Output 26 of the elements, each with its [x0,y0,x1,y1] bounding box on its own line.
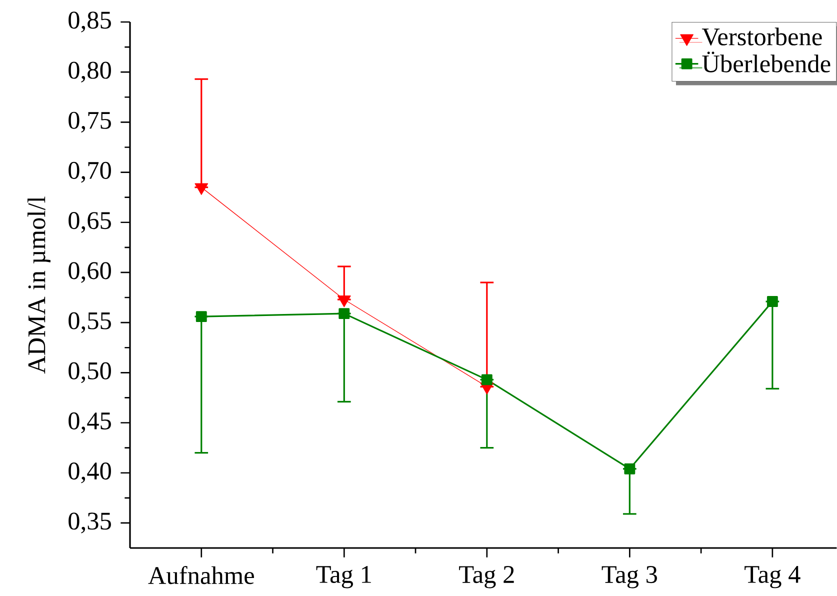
y-tick-label: 0,35 [68,512,111,534]
x-tick-label: Aufnahme [148,566,254,584]
y-tick-label: 0,65 [68,212,111,233]
point [196,311,207,322]
point [338,308,350,320]
y-tick-label: 0,55 [68,312,111,333]
legend-label: Verstorbene [702,28,822,46]
point [624,463,636,474]
point [766,296,778,307]
y-tick-label: 0,45 [68,412,111,434]
y-tick-label: 0,70 [68,162,111,183]
y-tick-label: 0,50 [68,362,111,384]
legend-label: Überlebende [702,52,830,72]
y-tick-label: 0,85 [68,12,111,32]
x-tick-label: Tag 1 [316,566,371,588]
x-tick-label: Tag 2 [459,566,514,588]
y-tick-label: 0,80 [68,62,111,82]
y-tick-label: 0,60 [68,262,111,283]
point [194,183,208,195]
point [337,296,351,308]
y-tick-label: 0,75 [68,112,111,133]
point [481,374,492,386]
y-tick-label: 0,40 [68,462,111,484]
y-axis-title: ADMA in µmol/l [28,196,50,374]
x-tick-label: Tag 3 [602,566,657,588]
x-tick-label: Tag 4 [744,566,800,588]
